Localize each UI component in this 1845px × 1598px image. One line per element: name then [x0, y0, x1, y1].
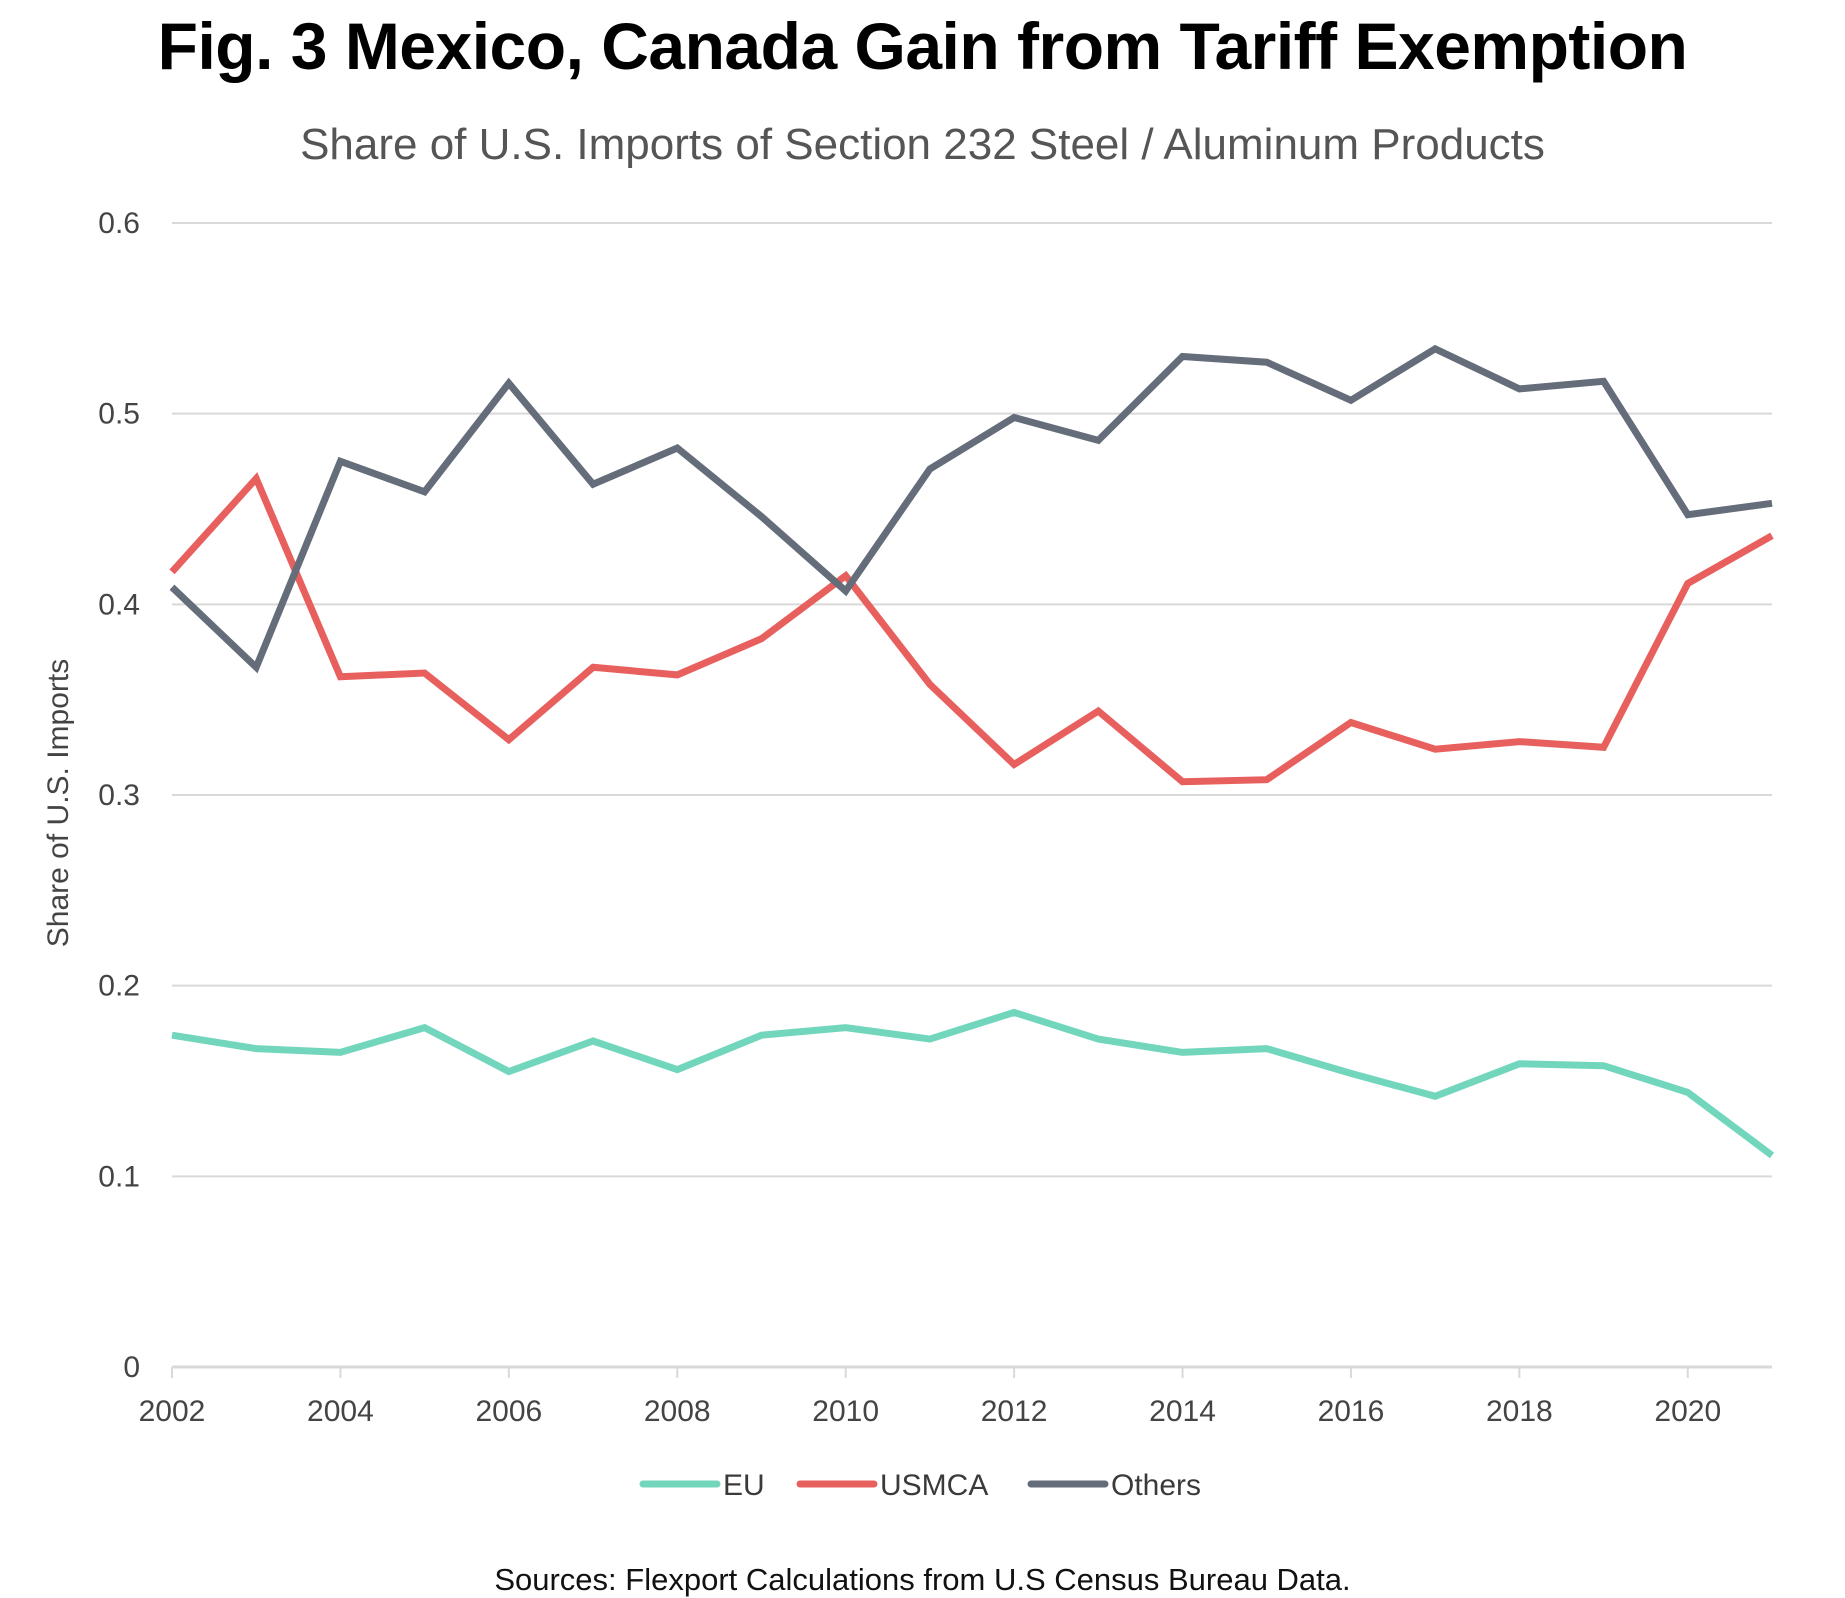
x-tick-label: 2012 [981, 1395, 1048, 1428]
series-line-usmca [169, 472, 1774, 786]
legend-item-others: Others [1027, 1469, 1201, 1502]
x-tick-label: 2020 [1654, 1395, 1721, 1428]
y-tick-label: 0.4 [98, 588, 140, 621]
y-tick-label: 0.3 [98, 779, 140, 812]
x-tick-label: 2014 [1149, 1395, 1216, 1428]
x-axis: 2002 2004 2006 2008 2010 2012 2014 2016 2018 2020 [139, 1365, 1772, 1428]
x-tick-label: 2008 [644, 1395, 711, 1428]
series-lines [169, 344, 1775, 1159]
x-tick-label: 2002 [139, 1395, 206, 1428]
x-tick-label: 2004 [307, 1395, 374, 1428]
y-axis-title: Share of U.S. Imports [42, 659, 75, 947]
y-tick-label: 0 [123, 1351, 140, 1384]
source-note: Sources: Flexport Calculations from U.S … [494, 1562, 1351, 1597]
legend: EU USMCA Others [639, 1469, 1201, 1502]
legend-label: Others [1111, 1469, 1201, 1502]
x-tick-label: 2018 [1486, 1395, 1553, 1428]
series-line-others [169, 344, 1773, 674]
legend-item-usmca: USMCA [796, 1469, 988, 1502]
legend-item-eu: EU [639, 1469, 765, 1502]
y-tick-label: 0.2 [98, 970, 140, 1003]
y-axis: 0 0.1 0.2 0.3 0.4 0.5 0.6 [98, 207, 140, 1384]
chart-subtitle: Share of U.S. Imports of Section 232 Ste… [300, 120, 1545, 169]
y-tick-label: 0.1 [98, 1160, 140, 1193]
x-tick-label: 2010 [812, 1395, 879, 1428]
legend-label: EU [723, 1469, 765, 1502]
y-tick-label: 0.5 [98, 398, 140, 431]
x-tick-label: 2006 [475, 1395, 542, 1428]
gridlines [172, 222, 1772, 1178]
legend-label: USMCA [880, 1469, 988, 1502]
y-tick-label: 0.6 [98, 207, 140, 240]
series-line-eu [171, 1008, 1775, 1159]
chart-title: Fig. 3 Mexico, Canada Gain from Tariff E… [157, 9, 1688, 83]
x-tick-label: 2016 [1318, 1395, 1385, 1428]
